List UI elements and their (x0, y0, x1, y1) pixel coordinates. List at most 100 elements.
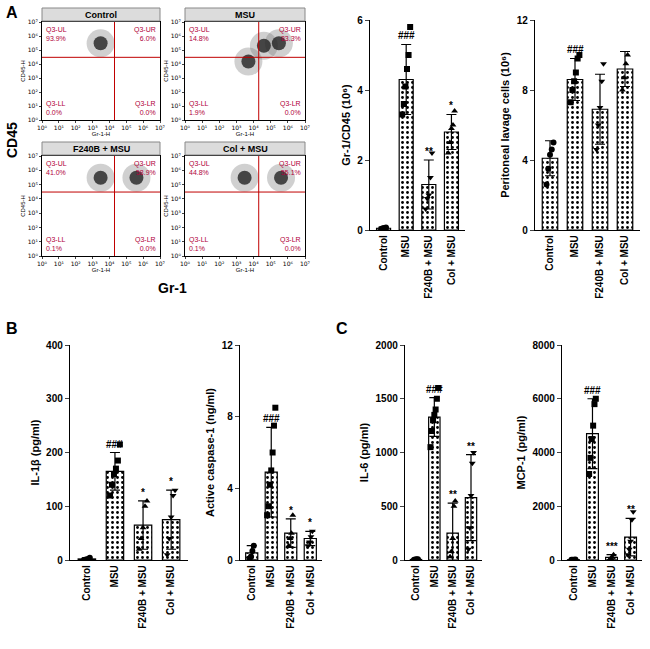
svg-text:10⁰: 10⁰ (171, 116, 182, 123)
svg-text:CD45-H: CD45-H (20, 195, 26, 217)
svg-text:MSU: MSU (587, 565, 598, 587)
svg-text:Col + MSU: Col + MSU (446, 235, 457, 285)
svg-text:MSU: MSU (429, 565, 440, 587)
svg-text:MSU: MSU (109, 565, 120, 587)
svg-text:10²: 10² (171, 88, 182, 95)
svg-text:Q3-UL93.9%: Q3-UL93.9% (46, 26, 67, 42)
svg-text:Q3-UR55.1%: Q3-UR55.1% (279, 160, 301, 176)
svg-text:10⁶: 10⁶ (138, 124, 149, 131)
svg-text:10⁷: 10⁷ (155, 124, 166, 131)
svg-text:***: *** (606, 541, 618, 552)
svg-text:10⁶: 10⁶ (283, 260, 294, 267)
svg-text:Q3-LL1.9%: Q3-LL1.9% (189, 100, 209, 116)
svg-text:0: 0 (357, 225, 363, 236)
svg-text:6000: 6000 (533, 393, 556, 404)
svg-text:10⁰: 10⁰ (28, 252, 39, 259)
svg-text:F240B + MSU: F240B + MSU (423, 235, 434, 299)
svg-text:10⁶: 10⁶ (28, 32, 39, 39)
svg-text:10⁴: 10⁴ (104, 124, 115, 131)
svg-text:2000: 2000 (376, 340, 399, 351)
svg-text:Q3-UL14.8%: Q3-UL14.8% (189, 26, 210, 42)
svg-text:F240B + MSU: F240B + MSU (285, 565, 296, 629)
svg-text:F240B + MSU: F240B + MSU (137, 565, 148, 629)
svg-text:Col + MSU: Col + MSU (305, 565, 316, 615)
svg-text:10⁴: 10⁴ (171, 60, 182, 67)
svg-text:*: * (169, 476, 173, 487)
svg-text:Gr-1: Gr-1 (158, 280, 187, 296)
svg-text:C: C (336, 320, 348, 337)
svg-text:###: ### (263, 413, 280, 424)
svg-text:10⁵: 10⁵ (171, 46, 182, 53)
svg-text:12: 12 (517, 15, 529, 26)
svg-text:10⁴: 10⁴ (28, 195, 39, 202)
svg-text:MSU: MSU (265, 565, 276, 587)
svg-text:IL-6 (pg/ml): IL-6 (pg/ml) (358, 423, 370, 483)
svg-text:10⁰: 10⁰ (37, 124, 48, 131)
svg-text:CD45-H: CD45-H (163, 60, 169, 82)
svg-text:Active caspase-1 (ng/ml): Active caspase-1 (ng/ml) (204, 388, 216, 517)
svg-text:Col + MSU: Col + MSU (165, 565, 176, 615)
svg-text:10⁵: 10⁵ (121, 124, 132, 131)
svg-text:10⁷: 10⁷ (28, 152, 39, 159)
svg-text:10⁵: 10⁵ (266, 124, 277, 131)
svg-text:###: ### (106, 439, 123, 450)
svg-text:4: 4 (522, 155, 528, 166)
svg-text:F240B + MSU: F240B + MSU (594, 235, 605, 299)
svg-text:10⁴: 10⁴ (249, 124, 260, 131)
svg-text:Col + MSU: Col + MSU (619, 235, 630, 285)
svg-text:Gr-1/CD45 (10⁶): Gr-1/CD45 (10⁶) (340, 84, 352, 166)
svg-text:*: * (141, 487, 145, 498)
svg-text:10⁰: 10⁰ (28, 116, 39, 123)
svg-text:**: ** (467, 441, 475, 452)
svg-text:10¹: 10¹ (197, 260, 208, 267)
svg-text:10⁵: 10⁵ (266, 260, 277, 267)
svg-text:MSU: MSU (235, 10, 255, 20)
svg-text:0: 0 (227, 555, 233, 566)
svg-text:Q3-LL0.0%: Q3-LL0.0% (46, 100, 66, 116)
svg-text:10⁵: 10⁵ (28, 46, 39, 53)
svg-text:0: 0 (522, 225, 528, 236)
svg-text:200: 200 (46, 447, 63, 458)
svg-text:**: ** (425, 146, 433, 157)
svg-text:###: ### (398, 30, 415, 41)
svg-text:10¹: 10¹ (28, 238, 39, 245)
svg-text:MCP-1 (pg/ml): MCP-1 (pg/ml) (515, 415, 527, 489)
svg-text:10²: 10² (71, 260, 82, 267)
svg-text:10⁰: 10⁰ (171, 252, 182, 259)
svg-text:10⁷: 10⁷ (155, 260, 166, 267)
svg-text:6: 6 (357, 15, 363, 26)
svg-text:10³: 10³ (171, 209, 182, 216)
svg-text:IL-1β (pg/ml): IL-1β (pg/ml) (29, 419, 41, 485)
svg-text:F240B + MSU: F240B + MSU (73, 144, 130, 154)
svg-text:MSU: MSU (400, 235, 411, 257)
svg-text:12: 12 (222, 340, 234, 351)
svg-text:Q3-LR0.0%: Q3-LR0.0% (280, 100, 301, 116)
svg-text:10⁰: 10⁰ (37, 260, 48, 267)
svg-text:Q3-LR0.0%: Q3-LR0.0% (280, 236, 301, 252)
svg-text:0: 0 (57, 555, 63, 566)
svg-text:10⁷: 10⁷ (300, 260, 311, 267)
svg-text:Q3-LL0.1%: Q3-LL0.1% (189, 236, 209, 252)
svg-text:Control: Control (246, 565, 257, 601)
svg-text:Q3-UR58.9%: Q3-UR58.9% (134, 160, 156, 176)
svg-text:Control: Control (410, 565, 421, 601)
svg-text:###: ### (567, 44, 584, 55)
svg-text:Q3-UR83.3%: Q3-UR83.3% (279, 26, 301, 42)
svg-text:10⁴: 10⁴ (171, 195, 182, 202)
svg-text:4000: 4000 (533, 447, 556, 458)
svg-text:10¹: 10¹ (171, 102, 182, 109)
svg-text:400: 400 (46, 340, 63, 351)
svg-text:Control: Control (568, 565, 579, 601)
svg-text:1000: 1000 (376, 447, 399, 458)
svg-text:10³: 10³ (28, 209, 39, 216)
svg-text:Peritoneal lavage cells (10⁶): Peritoneal lavage cells (10⁶) (499, 52, 511, 198)
svg-text:0: 0 (392, 555, 398, 566)
svg-text:**: ** (627, 504, 635, 515)
svg-text:Q3-LR0.0%: Q3-LR0.0% (135, 100, 156, 116)
svg-text:Gr-1-H: Gr-1-H (236, 131, 254, 137)
svg-text:10³: 10³ (231, 260, 242, 267)
svg-text:F240B + MSU: F240B + MSU (447, 565, 458, 629)
svg-text:CD45-H: CD45-H (20, 60, 26, 82)
svg-text:10¹: 10¹ (28, 102, 39, 109)
svg-text:MSU: MSU (569, 235, 580, 257)
